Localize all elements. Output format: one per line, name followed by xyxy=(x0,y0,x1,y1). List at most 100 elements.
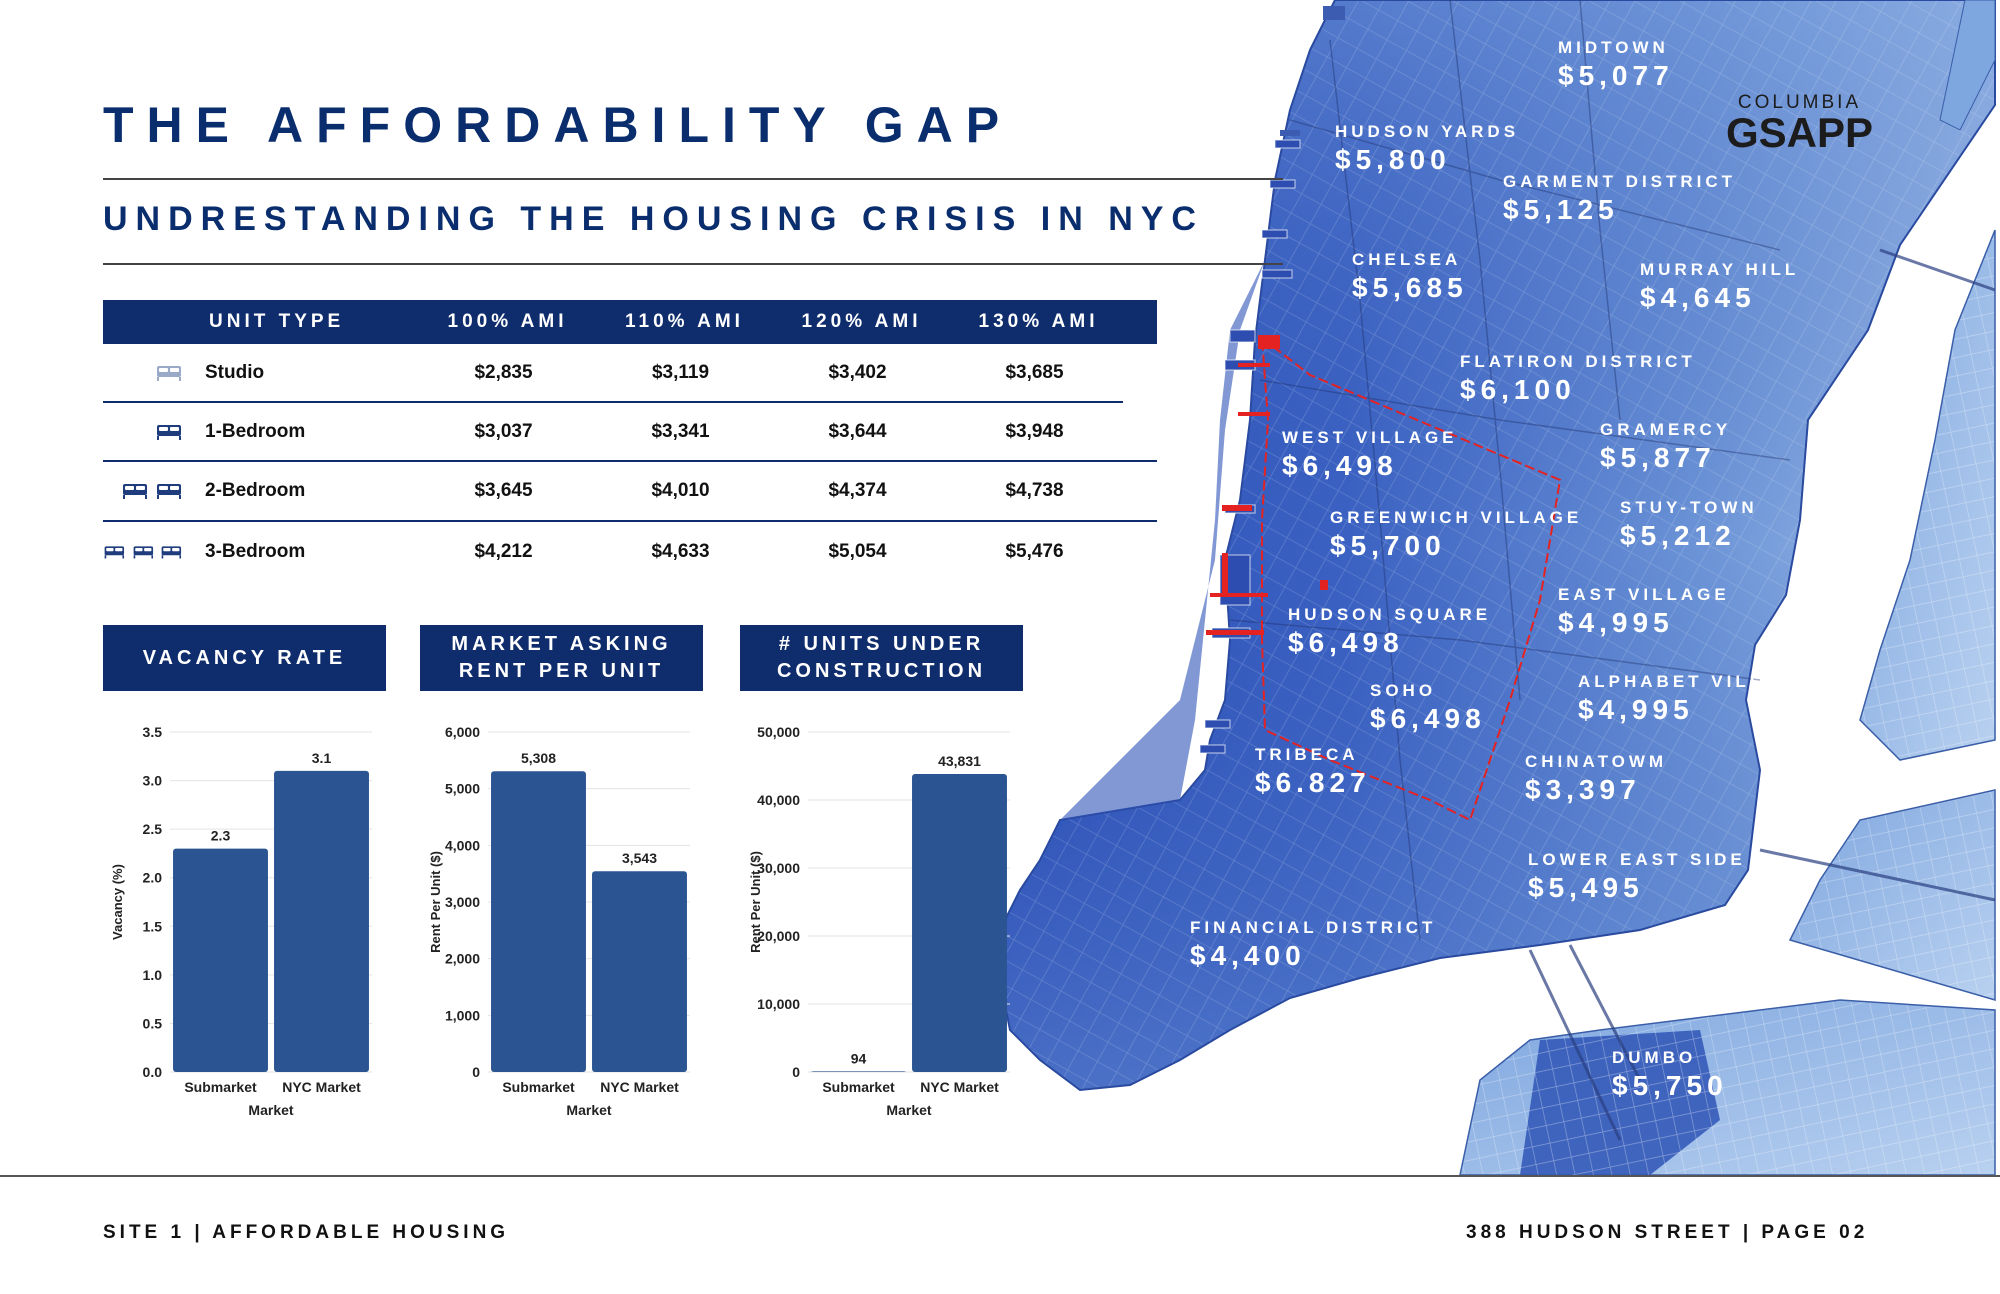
ami-rent-table: UNIT TYPE 100% AMI 110% AMI 120% AMI 130… xyxy=(103,300,1157,582)
page-title: THE AFFORDABILITY GAP xyxy=(103,97,1013,153)
neighborhood-name: TRIBECA xyxy=(1255,745,1359,764)
y-tick-label: 20,000 xyxy=(757,928,800,944)
columbia-gsapp-logo: COLUMBIA GSAPP xyxy=(1726,92,1873,154)
cell: $4,212 xyxy=(474,541,533,562)
cell: $3,948 xyxy=(1005,420,1064,442)
cell: $4,738 xyxy=(1005,480,1064,501)
bed-icons xyxy=(103,363,203,383)
map-label-tribeca: TRIBECA $6.827 xyxy=(1255,745,1371,799)
y-axis-label: Vacancy (%) xyxy=(110,864,125,940)
x-tick-label: Submarket xyxy=(502,1079,575,1095)
neighborhood-name: MURRAY HILL xyxy=(1640,260,1800,279)
neighborhood-rent: $6.827 xyxy=(1255,767,1371,798)
map-label-hudson-yards: HUDSON YARDS $5,800 xyxy=(1335,122,1519,176)
neighborhood-name: EAST VILLAGE xyxy=(1558,585,1730,604)
map-label-financial-district: FINANCIAL DISTRICT $4,400 xyxy=(1190,918,1436,972)
neighborhood-rent: $5,700 xyxy=(1330,530,1446,561)
bar-value-label: 5,308 xyxy=(521,750,556,766)
column-header-120-ami: 120% AMI xyxy=(801,311,922,332)
column-header-130-ami: 130% AMI xyxy=(978,311,1099,332)
title-divider xyxy=(103,178,1283,180)
bar-nyc-market xyxy=(912,773,1007,1072)
subtitle-divider xyxy=(103,263,1283,265)
bed-icon xyxy=(157,365,181,381)
x-axis-label: Market xyxy=(248,1102,293,1118)
map-label-alphabet-village: ALPHABET VILLAGE $4,995 xyxy=(1578,672,1813,726)
y-tick-label: 3.5 xyxy=(143,724,163,740)
neighborhood-name: GRAMERCY xyxy=(1600,420,1732,439)
cell: $3,341 xyxy=(651,420,710,442)
neighborhood-rent: $6,100 xyxy=(1460,374,1576,405)
bed-icon xyxy=(133,546,153,559)
map-label-west-village: WEST VILLAGE $6,498 xyxy=(1282,428,1458,482)
neighborhood-name: DUMBO xyxy=(1612,1048,1697,1067)
bar-submarket xyxy=(811,1071,906,1072)
y-tick-label: 10,000 xyxy=(757,996,800,1012)
y-tick-label: 1,000 xyxy=(445,1007,480,1023)
neighborhood-name: GREENWICH VILLAGE xyxy=(1330,508,1583,527)
neighborhood-rent: $4,400 xyxy=(1190,940,1306,971)
map-label-stuy-town: STUY-TOWN $5,212 xyxy=(1620,498,1758,552)
x-tick-label: NYC Market xyxy=(920,1079,999,1095)
bed-icons xyxy=(103,481,203,501)
footer-divider xyxy=(0,1175,2000,1177)
map-label-soho: SOHO $6,498 xyxy=(1370,681,1486,735)
market-rent-chart: 0 1,000 2,000 3,000 4,000 5,000 6,000 5,308 Subm… xyxy=(428,724,690,1118)
x-axis-label: Market xyxy=(886,1102,931,1118)
neighborhood-name: LOWER EAST SIDE xyxy=(1528,850,1746,869)
map-label-garment-district: GARMENT DISTRICT $5,125 xyxy=(1503,172,1736,226)
bar-submarket xyxy=(491,771,586,1072)
y-tick-label: 5,000 xyxy=(445,781,480,797)
neighborhood-rent: $6,498 xyxy=(1370,703,1486,734)
cell: $4,633 xyxy=(651,541,710,562)
neighborhood-rent: $5,125 xyxy=(1503,194,1619,225)
neighborhood-name: WEST VILLAGE xyxy=(1282,428,1458,447)
y-tick-label: 0.0 xyxy=(143,1064,163,1080)
column-header-110-ami: 110% AMI xyxy=(625,311,744,332)
x-tick-label: NYC Market xyxy=(600,1079,679,1095)
bar-value-label: 43,831 xyxy=(938,753,981,769)
neighborhood-rent: $6,498 xyxy=(1282,450,1398,481)
unit-type-2-bedroom: 2-Bedroom xyxy=(205,480,306,501)
units-construction-chart: 0 10,000 20,000 30,000 40,000 50,000 94 Submark… xyxy=(748,724,1010,1118)
neighborhood-rent: $4,645 xyxy=(1640,282,1756,313)
y-tick-label: 2.5 xyxy=(143,821,163,837)
map-label-chinatowm: CHINATOWM $3,397 xyxy=(1525,752,1667,806)
units-construction-header: # UNITS UNDER CONSTRUCTION xyxy=(740,625,1023,691)
table-row: 2-Bedroom $3,645 $4,010 $4,374 $4,738 xyxy=(103,462,1157,522)
x-tick-label: Submarket xyxy=(822,1079,895,1095)
neighborhood-rent: $5,800 xyxy=(1335,144,1451,175)
cell: $3,037 xyxy=(474,420,533,442)
bar-nyc-market xyxy=(592,871,687,1072)
vacancy-rate-chart: 0.0 0.5 1.0 1.5 2.0 2.5 3.0 3.5 2.3 Submarket 3.1 N… xyxy=(110,724,372,1118)
map-label-dumbo: DUMBO $5,750 xyxy=(1612,1048,1728,1102)
neighborhood-name: SOHO xyxy=(1370,681,1437,700)
neighborhood-name: FINANCIAL DISTRICT xyxy=(1190,918,1437,937)
table-header: UNIT TYPE 100% AMI 110% AMI 120% AMI 130… xyxy=(103,300,1157,344)
cell: $4,010 xyxy=(651,480,710,501)
neighborhood-rent: $5,077 xyxy=(1558,60,1674,91)
column-header-100-ami: 100% AMI xyxy=(447,311,568,332)
unit-type-studio: Studio xyxy=(205,361,265,383)
neighborhood-name: CHELSEA xyxy=(1352,250,1462,269)
map-label-greenwich-village: GREENWICH VILLAGE $5,700 xyxy=(1330,508,1582,562)
neighborhood-name: FLATIRON DISTRICT xyxy=(1460,352,1696,371)
map-label-flatiron-district: FLATIRON DISTRICT $6,100 xyxy=(1460,352,1696,406)
market-rent-header: MARKET ASKING RENT PER UNIT xyxy=(420,625,703,691)
neighborhood-rent: $4,995 xyxy=(1578,694,1694,725)
y-tick-label: 6,000 xyxy=(445,724,480,740)
map-label-gramercy: GRAMERCY $5,877 xyxy=(1600,420,1731,474)
vacancy-rate-header: VACANCY RATE xyxy=(103,625,386,691)
neighborhood-rent: $6,498 xyxy=(1288,627,1404,658)
y-tick-label: 4,000 xyxy=(445,837,480,853)
bar-value-label: 2.3 xyxy=(211,828,231,844)
map-label-midtown: MIDTOWN $5,077 xyxy=(1558,38,1674,92)
cell: $2,835 xyxy=(474,361,533,383)
neighborhood-name: CHINATOWM xyxy=(1525,752,1668,771)
cell: $3,685 xyxy=(1005,361,1064,383)
cell: $5,054 xyxy=(828,541,887,562)
y-tick-label: 0 xyxy=(792,1064,800,1080)
page-subtitle: UNDRESTANDING THE HOUSING CRISIS IN NYC xyxy=(103,200,1204,238)
y-axis-label: Rent Per Unit ($) xyxy=(748,851,763,953)
y-tick-label: 2,000 xyxy=(445,951,480,967)
